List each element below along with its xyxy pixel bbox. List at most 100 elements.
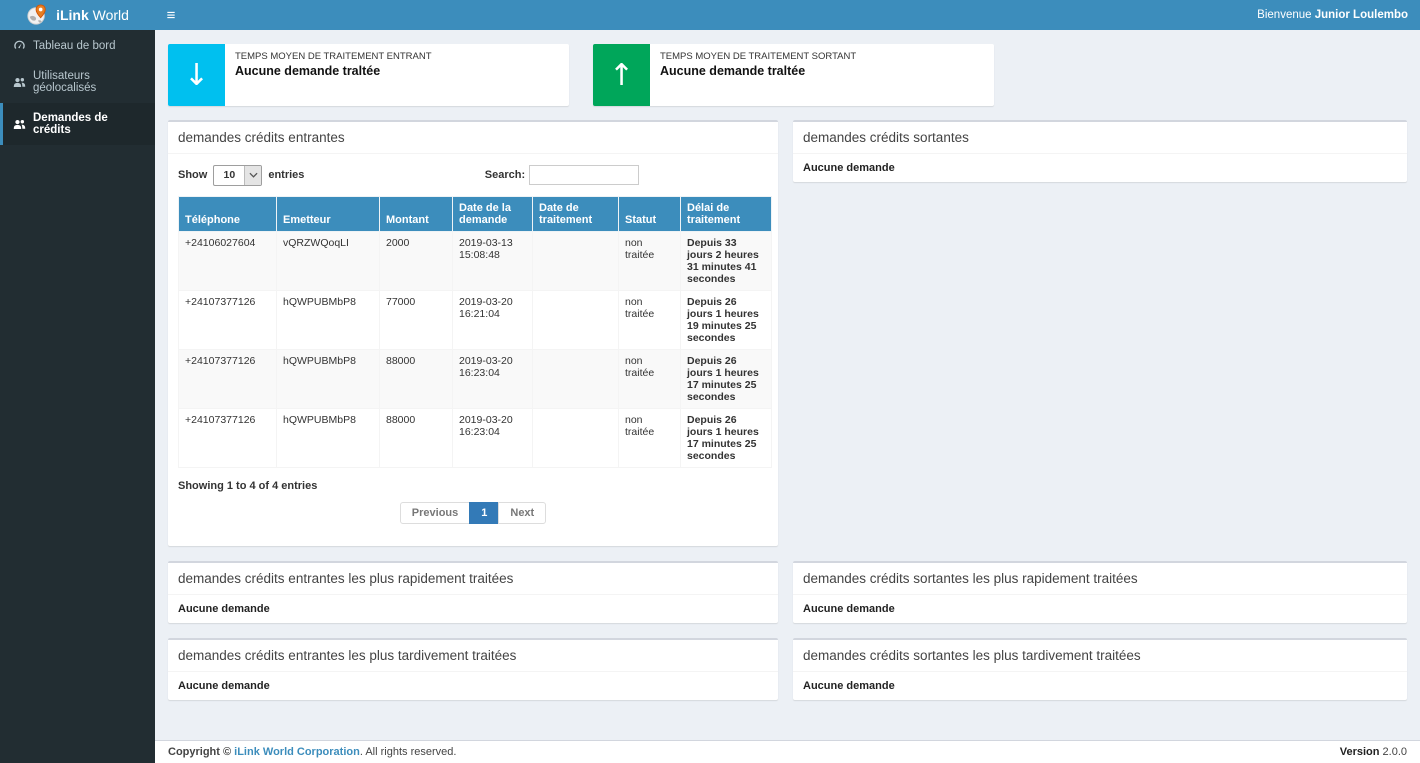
- table-row: +24107377126 hQWPUBMbP8 77000 2019-03-20…: [178, 290, 772, 350]
- pagination-next-button[interactable]: Next: [498, 502, 547, 524]
- rights-text: . All rights reserved.: [359, 746, 457, 758]
- cell-telephone: +24107377126: [178, 349, 277, 409]
- panel-title: demandes crédits entrantes: [168, 122, 778, 154]
- table-row: +24107377126 hQWPUBMbP8 88000 2019-03-20…: [178, 408, 772, 468]
- sidebar: Tableau de bord Utilisateurs géolocalisé…: [0, 30, 155, 763]
- table-row: +24107377126 hQWPUBMbP8 88000 2019-03-20…: [178, 349, 772, 409]
- cell-telephone: +24107377126: [178, 290, 277, 350]
- sidebar-toggle-button[interactable]: ≡: [166, 6, 176, 24]
- cell-statut: non traitée: [618, 290, 681, 350]
- panel-title: demandes crédits sortantes les plus rapi…: [793, 563, 1407, 595]
- cell-statut: non traitée: [618, 231, 681, 291]
- chevron-down-icon: [244, 165, 262, 185]
- arrow-down-icon: ↓: [168, 44, 225, 106]
- panel-sortantes-tardivement: demandes crédits sortantes les plus tard…: [793, 638, 1407, 700]
- info-box-row: ↓ TEMPS MOYEN DE TRAITEMENT ENTRANT Aucu…: [168, 44, 1407, 106]
- pagination: Previous 1 Next: [178, 502, 768, 524]
- panel-title: demandes crédits sortantes les plus tard…: [793, 640, 1407, 672]
- cell-date-demande: 2019-03-20 16:23:04: [452, 349, 533, 409]
- demandes-entrantes-table: Téléphone Emetteur Montant Date de la de…: [178, 196, 772, 468]
- cell-statut: non traitée: [618, 408, 681, 468]
- panel-entrantes-tardivement: demandes crédits entrantes les plus tard…: [168, 638, 778, 700]
- panel-title: demandes crédits entrantes les plus tard…: [168, 640, 778, 672]
- datatable-controls: Show 10 entries Search:: [178, 164, 768, 186]
- top-navbar: ≡ Bienvenue Junior Loulembo: [155, 0, 1420, 30]
- main-content: ↓ TEMPS MOYEN DE TRAITEMENT ENTRANT Aucu…: [155, 30, 1420, 740]
- column-header-statut[interactable]: Statut: [618, 196, 681, 232]
- info-box-title: TEMPS MOYEN DE TRAITEMENT ENTRANT: [235, 51, 432, 62]
- cell-delai: Depuis 33 jours 2 heures 31 minutes 41 s…: [680, 231, 772, 291]
- page-length-select[interactable]: 10: [213, 164, 263, 186]
- cell-date-demande: 2019-03-20 16:23:04: [452, 408, 533, 468]
- empty-message: Aucune demande: [178, 603, 270, 615]
- column-header-telephone[interactable]: Téléphone: [178, 196, 277, 232]
- entries-label: entries: [268, 169, 305, 181]
- welcome-message: Bienvenue Junior Loulembo: [1257, 9, 1408, 21]
- pagination-page-1-button[interactable]: 1: [469, 502, 500, 524]
- column-header-delai[interactable]: Délai de traitement: [680, 196, 772, 232]
- table-row: +24106027604 vQRZWQoqLI 2000 2019-03-13 …: [178, 231, 772, 291]
- cell-telephone: +24107377126: [178, 408, 277, 468]
- cell-statut: non traitée: [618, 349, 681, 409]
- cell-delai: Depuis 26 jours 1 heures 17 minutes 25 s…: [680, 349, 772, 409]
- column-header-date-traitement[interactable]: Date de traitement: [532, 196, 619, 232]
- table-info-text: Showing 1 to 4 of 4 entries: [178, 480, 318, 492]
- cell-emetteur: vQRZWQoqLI: [276, 231, 380, 291]
- cell-date-traitement: [532, 408, 619, 468]
- cell-date-demande: 2019-03-13 15:08:48: [452, 231, 533, 291]
- footer: Copyright © iLink World Corporation. All…: [155, 740, 1420, 763]
- pagination-previous-button[interactable]: Previous: [399, 502, 471, 524]
- panel-entrantes-rapidement: demandes crédits entrantes les plus rapi…: [168, 561, 778, 623]
- column-header-date-demande[interactable]: Date de la demande: [452, 196, 533, 232]
- cell-emetteur: hQWPUBMbP8: [276, 349, 380, 409]
- cell-montant: 88000: [379, 408, 453, 468]
- sidebar-item-demandes-de-credits[interactable]: Demandes de crédits: [0, 103, 155, 145]
- dashboard-icon: [13, 39, 26, 52]
- cell-date-demande: 2019-03-20 16:21:04: [452, 290, 533, 350]
- empty-message: Aucune demande: [178, 680, 270, 692]
- panel-demandes-credits-sortantes: demandes crédits sortantes Aucune demand…: [793, 120, 1407, 182]
- cell-date-traitement: [532, 290, 619, 350]
- cell-montant: 2000: [379, 231, 453, 291]
- cell-date-traitement: [532, 349, 619, 409]
- info-box-message: Aucune demande traltée: [235, 64, 381, 78]
- column-header-emetteur[interactable]: Emetteur: [276, 196, 380, 232]
- sidebar-item-label: Utilisateurs géolocalisés: [33, 70, 97, 94]
- users-icon: [13, 118, 26, 131]
- column-header-montant[interactable]: Montant: [379, 196, 453, 232]
- empty-message: Aucune demande: [803, 680, 895, 692]
- empty-message: Aucune demande: [803, 603, 895, 615]
- panel-demandes-credits-entrantes: demandes crédits entrantes Show 10 entri…: [168, 120, 778, 546]
- cell-emetteur: hQWPUBMbP8: [276, 290, 380, 350]
- info-box-title: TEMPS MOYEN DE TRAITEMENT SORTANT: [660, 51, 857, 62]
- sidebar-item-tableau-de-bord[interactable]: Tableau de bord: [0, 30, 155, 61]
- sidebar-item-label: Tableau de bord: [33, 39, 116, 52]
- brand-name: iLink World: [56, 7, 129, 23]
- panel-title: demandes crédits sortantes: [793, 122, 1407, 154]
- show-label: Show: [178, 169, 208, 181]
- info-box-sortant: ↑ TEMPS MOYEN DE TRAITEMENT SORTANT Aucu…: [593, 44, 994, 106]
- sidebar-item-label: Demandes de crédits: [33, 112, 108, 136]
- brand-logo[interactable]: iLink World: [0, 0, 155, 30]
- empty-message: Aucune demande: [803, 162, 895, 174]
- info-box-message: Aucune demande traltée: [660, 64, 806, 78]
- cell-montant: 88000: [379, 349, 453, 409]
- search-label: Search:: [484, 169, 526, 181]
- sidebar-item-utilisateurs-geolocalises[interactable]: Utilisateurs géolocalisés: [0, 61, 155, 103]
- cell-emetteur: hQWPUBMbP8: [276, 408, 380, 468]
- cell-montant: 77000: [379, 290, 453, 350]
- search-input[interactable]: [529, 165, 640, 185]
- version-value: 2.0.0: [1382, 746, 1407, 758]
- version-label: Version: [1339, 746, 1380, 758]
- globe-pin-icon: [26, 4, 48, 26]
- cell-delai: Depuis 26 jours 1 heures 17 minutes 25 s…: [680, 408, 772, 468]
- info-box-entrant: ↓ TEMPS MOYEN DE TRAITEMENT ENTRANT Aucu…: [168, 44, 569, 106]
- arrow-up-icon: ↑: [593, 44, 650, 106]
- panel-sortantes-rapidement: demandes crédits sortantes les plus rapi…: [793, 561, 1407, 623]
- panel-title: demandes crédits entrantes les plus rapi…: [168, 563, 778, 595]
- cell-date-traitement: [532, 231, 619, 291]
- users-icon: [13, 76, 26, 89]
- company-link[interactable]: iLink World Corporation: [234, 746, 360, 758]
- copyright-text: Copyright ©: [168, 746, 235, 758]
- cell-telephone: +24106027604: [178, 231, 277, 291]
